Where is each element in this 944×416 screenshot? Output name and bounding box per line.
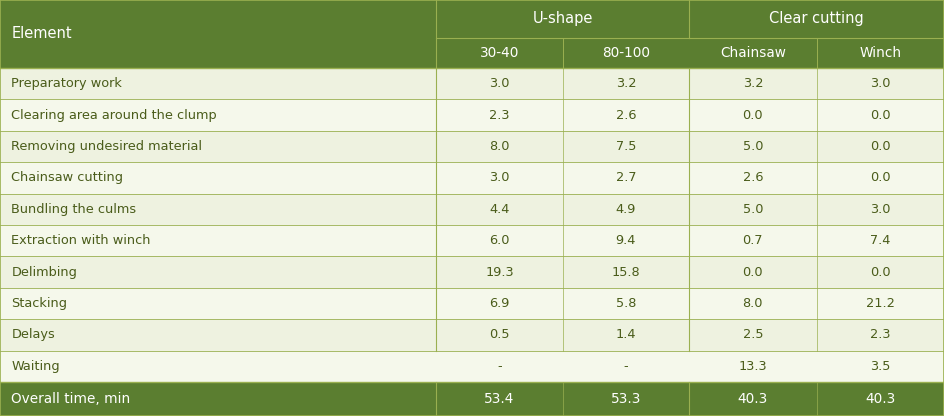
- Text: 80-100: 80-100: [602, 46, 649, 60]
- Text: 9.4: 9.4: [615, 234, 636, 247]
- Text: 21.2: 21.2: [866, 297, 895, 310]
- Text: Stacking: Stacking: [11, 297, 67, 310]
- Text: 15.8: 15.8: [612, 265, 640, 279]
- Text: Bundling the culms: Bundling the culms: [11, 203, 137, 216]
- Text: 0.0: 0.0: [870, 140, 890, 153]
- Text: -: -: [497, 360, 501, 373]
- Text: Extraction with winch: Extraction with winch: [11, 234, 151, 247]
- Text: 53.4: 53.4: [484, 392, 514, 406]
- Text: 53.3: 53.3: [611, 392, 641, 406]
- Text: Clearing area around the clump: Clearing area around the clump: [11, 109, 217, 121]
- Bar: [689, 38, 817, 68]
- Text: Delays: Delays: [11, 328, 55, 342]
- Bar: [0, 288, 944, 319]
- Text: 0.0: 0.0: [743, 109, 763, 121]
- Text: 2.6: 2.6: [743, 171, 763, 184]
- Text: 2.6: 2.6: [615, 109, 636, 121]
- Text: Delimbing: Delimbing: [11, 265, 77, 279]
- Text: 0.7: 0.7: [743, 234, 763, 247]
- Text: Element: Element: [11, 27, 72, 42]
- Bar: [0, 319, 944, 351]
- Bar: [0, 68, 944, 99]
- Text: Waiting: Waiting: [11, 360, 60, 373]
- Text: 3.0: 3.0: [489, 171, 510, 184]
- Text: 3.0: 3.0: [870, 77, 890, 90]
- Text: 0.5: 0.5: [489, 328, 510, 342]
- Text: 8.0: 8.0: [489, 140, 510, 153]
- Bar: [0, 131, 944, 162]
- Text: Overall time, min: Overall time, min: [11, 392, 130, 406]
- Bar: [0, 0, 436, 68]
- Text: 40.3: 40.3: [737, 392, 768, 406]
- Text: 6.0: 6.0: [489, 234, 510, 247]
- Text: 8.0: 8.0: [743, 297, 763, 310]
- Text: 3.2: 3.2: [743, 77, 763, 90]
- Bar: [817, 38, 944, 68]
- Text: 3.5: 3.5: [870, 360, 890, 373]
- Bar: [0, 382, 944, 416]
- Bar: [0, 225, 944, 256]
- Text: 0.0: 0.0: [870, 109, 890, 121]
- Text: 3.2: 3.2: [615, 77, 636, 90]
- Text: 1.4: 1.4: [615, 328, 636, 342]
- Text: 6.9: 6.9: [489, 297, 510, 310]
- Text: 7.5: 7.5: [615, 140, 636, 153]
- Text: 5.8: 5.8: [615, 297, 636, 310]
- Text: 3.0: 3.0: [870, 203, 890, 216]
- Bar: [689, 0, 944, 38]
- Text: 0.0: 0.0: [870, 171, 890, 184]
- Text: 3.0: 3.0: [489, 77, 510, 90]
- Text: 4.9: 4.9: [615, 203, 636, 216]
- Text: -: -: [624, 360, 628, 373]
- Bar: [0, 193, 944, 225]
- Bar: [436, 38, 563, 68]
- Text: 2.7: 2.7: [615, 171, 636, 184]
- Bar: [436, 0, 689, 38]
- Text: 4.4: 4.4: [489, 203, 510, 216]
- Text: 5.0: 5.0: [743, 140, 763, 153]
- Text: 30-40: 30-40: [480, 46, 519, 60]
- Text: Removing undesired material: Removing undesired material: [11, 140, 202, 153]
- Text: 0.0: 0.0: [743, 265, 763, 279]
- Bar: [0, 99, 944, 131]
- Text: 7.4: 7.4: [870, 234, 890, 247]
- Text: 19.3: 19.3: [485, 265, 514, 279]
- Bar: [563, 38, 689, 68]
- Text: 2.3: 2.3: [870, 328, 890, 342]
- Text: Chainsaw: Chainsaw: [720, 46, 785, 60]
- Text: Chainsaw cutting: Chainsaw cutting: [11, 171, 124, 184]
- Text: 2.5: 2.5: [743, 328, 763, 342]
- Text: 5.0: 5.0: [743, 203, 763, 216]
- Bar: [0, 162, 944, 193]
- Bar: [0, 256, 944, 288]
- Text: 2.3: 2.3: [489, 109, 510, 121]
- Text: Clear cutting: Clear cutting: [769, 12, 864, 27]
- Bar: [0, 351, 944, 382]
- Text: Preparatory work: Preparatory work: [11, 77, 122, 90]
- Text: 13.3: 13.3: [738, 360, 767, 373]
- Text: 0.0: 0.0: [870, 265, 890, 279]
- Text: Winch: Winch: [859, 46, 902, 60]
- Text: U-shape: U-shape: [532, 12, 593, 27]
- Text: 40.3: 40.3: [865, 392, 896, 406]
